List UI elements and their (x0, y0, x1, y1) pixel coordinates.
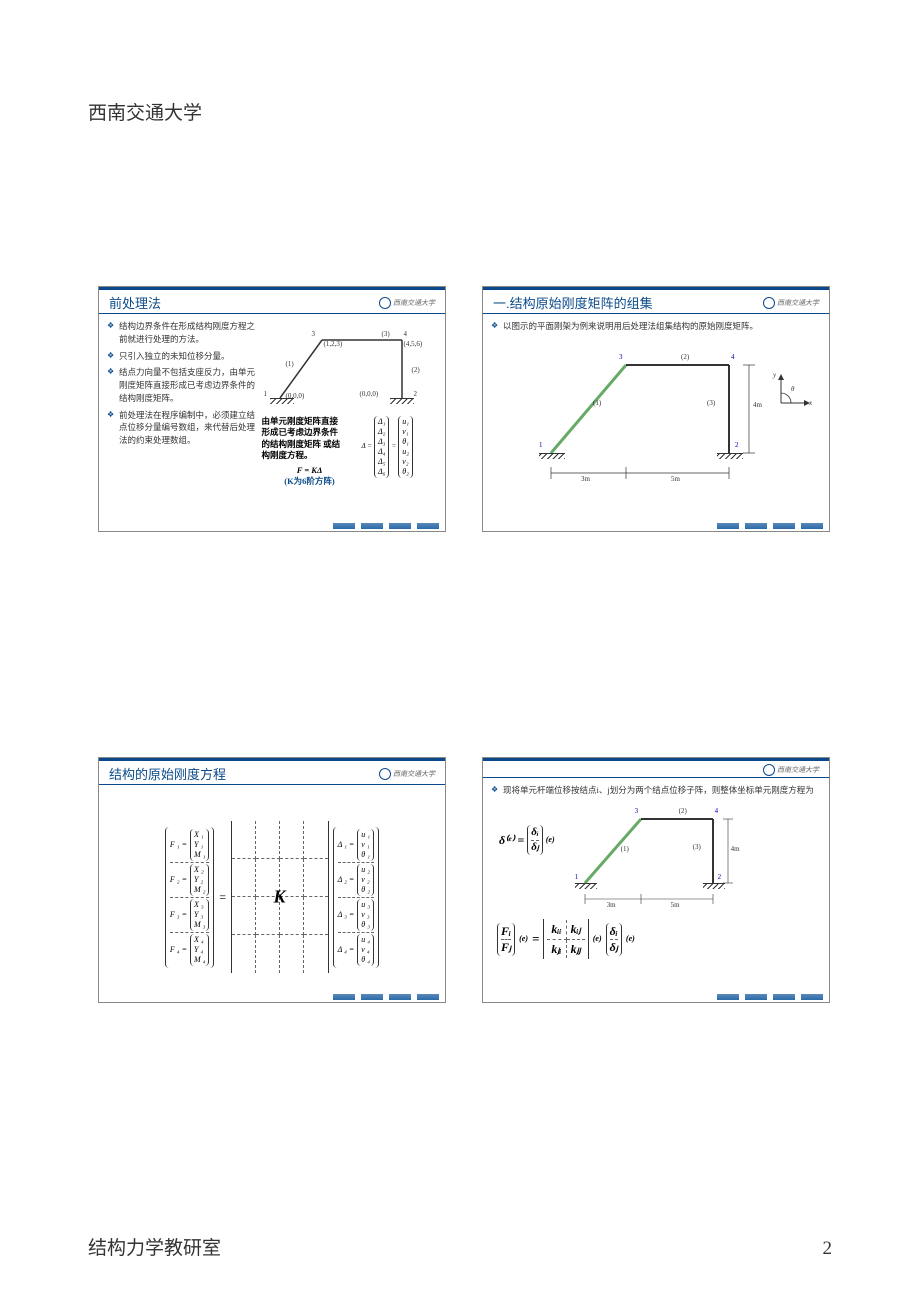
slide1-caption: 由单元刚度矩阵直接 形成已考虑边界条件 的结构刚度矩阵 或结 构刚度方程。 F … (262, 416, 358, 488)
Delta-vector: Δ ₁ =u ₁v ₁θ ₁ Δ ₂ =u ₂v ₂θ ₂ Δ ₃ =u ₃v … (333, 827, 380, 968)
dim-label: 3m (581, 475, 590, 483)
node-coords: (4,5,6) (404, 340, 423, 348)
page-footer-left: 结构力学教研室 (88, 1233, 221, 1260)
node-label: 3 (312, 330, 316, 338)
bullet: 结构边界条件在形成结构刚度方程之前就进行处理的方法。 (107, 320, 256, 346)
node-coords: (0,0,0) (286, 392, 305, 400)
delta-eq: Δ = (362, 442, 372, 452)
slides-grid: 前处理法 西南交通大学 结构边界条件在形成结构刚度方程之前就进行处理的方法。 只… (98, 286, 830, 1003)
slide-footer-tabs (717, 523, 823, 529)
member-label: (2) (681, 353, 689, 361)
axis-label: y (773, 371, 776, 379)
bullet: 以图示的平面刚架为例来说明用后处理法组集结构的原始刚度矩阵。 (491, 320, 821, 333)
member-label: (1) (286, 360, 294, 368)
member-label: (3) (382, 330, 390, 338)
dim-label: 5m (671, 475, 680, 483)
slide4-diagram: 1 2 3 4 (1) (2) (3) 3m 5m 4m (563, 805, 748, 915)
slide-3: 结构的原始刚度方程 西南交通大学 F ₁ =X ₁Y ₁M ₁ F ₂ =X ₂… (98, 757, 446, 1003)
slide-4: 西南交通大学 现将单元杆端位移按结点i、j划分为两个结点位移子阵，则整体坐标单元… (482, 757, 830, 1003)
slide-2: 一.结构原始刚度矩阵的组集 西南交通大学 以图示的平面刚架为例来说明用后处理法组… (482, 286, 830, 532)
slide-footer-tabs (717, 994, 823, 1000)
node-label: 1 (539, 441, 543, 449)
logo: 西南交通大学 (763, 764, 819, 776)
eq-sign: = (218, 889, 226, 906)
slide-footer-tabs (333, 994, 439, 1000)
dim-label: 4m (753, 401, 762, 409)
member-label: (1) (593, 399, 601, 407)
page-header: 西南交通大学 (88, 98, 202, 125)
logo: 西南交通大学 (379, 297, 435, 309)
slide-1: 前处理法 西南交通大学 结构边界条件在形成结构刚度方程之前就进行处理的方法。 只… (98, 286, 446, 532)
slide1-diagram: 1 (0,0,0) 3 (1,2,3) 4 (4,5,6) 2 (0,0,0) … (262, 320, 438, 524)
eq-delta: δ⁽ᵉ⁾ = δᵢ δⱼ (e) (491, 805, 555, 856)
slide3-title: 结构的原始刚度方程 (109, 764, 226, 783)
node-label: 4 (731, 353, 735, 361)
K-matrix: K (231, 821, 329, 973)
logo: 西南交通大学 (379, 768, 435, 780)
node-label: 1 (264, 390, 268, 398)
slide1-title: 前处理法 (109, 293, 161, 312)
logo: 西南交通大学 (763, 297, 819, 309)
node-coords: (0,0,0) (360, 390, 379, 398)
node-label: 2 (735, 441, 739, 449)
bullet: 只引入独立的未知位移分量。 (107, 350, 256, 363)
node-coords: (1,2,3) (324, 340, 343, 348)
slide-footer-tabs (333, 523, 439, 529)
F-vector: F ₁ =X ₁Y ₁M ₁ F ₂ =X ₂Y ₂M ₂ F ₃ =X ₃Y … (165, 827, 215, 968)
slide2-diagram: 1 2 3 4 (1) (2) (3) 3m 5m 4m y x θ (491, 343, 821, 524)
node-label: 4 (404, 330, 408, 338)
node-label: 2 (414, 390, 418, 398)
member-label: (3) (707, 399, 715, 407)
eq-stiffness: FᵢFⱼ (e) = kᵢᵢ kᵢⱼ kⱼᵢ kⱼⱼ (e) δᵢδⱼ (e) (491, 919, 821, 960)
bullet: 前处理法在程序编制中，必须建立结点位移分量编号数组，来代替后处理法的约束处理数组… (107, 409, 256, 447)
slide2-title: 一.结构原始刚度矩阵的组集 (493, 293, 653, 312)
member-label: (2) (412, 366, 420, 374)
bullet: 结点力向量不包括支座反力，由单元刚度矩阵直接形成已考虑边界条件的结构刚度矩阵。 (107, 366, 256, 404)
axis-label: x (809, 399, 812, 407)
axis-label: θ (791, 385, 794, 393)
page-number: 2 (823, 1238, 833, 1260)
slide1-bullets: 结构边界条件在形成结构刚度方程之前就进行处理的方法。 只引入独立的未知位移分量。… (107, 320, 256, 524)
bullet: 现将单元杆端位移按结点i、j划分为两个结点位移子阵，则整体坐标单元刚度方程为 (491, 784, 821, 797)
node-label: 3 (619, 353, 623, 361)
